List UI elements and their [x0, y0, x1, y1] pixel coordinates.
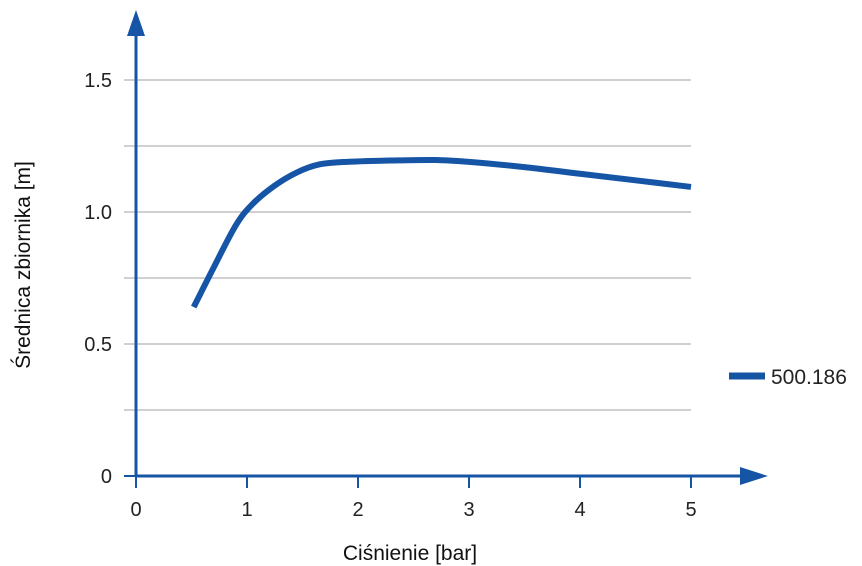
legend: 500.186	[729, 366, 847, 389]
x-tick-label: 4	[574, 499, 585, 521]
series-line	[191, 156, 692, 309]
x-axis-arrow	[740, 467, 768, 485]
y-ticks: 0 0.5 1.0 1.5	[84, 70, 136, 488]
x-ticks: 0 1 2 3 4 5	[130, 476, 697, 521]
y-tick-label: 1.0	[84, 202, 112, 224]
x-tick-label: 2	[352, 499, 363, 521]
y-tick-label: 0	[101, 466, 112, 488]
series-group	[191, 156, 692, 309]
y-tick-label: 0.5	[84, 334, 112, 356]
axes	[127, 10, 768, 485]
x-tick-label: 0	[130, 499, 141, 521]
x-axis-title: Ciśnienie [bar]	[343, 542, 477, 565]
y-tick-label: 1.5	[84, 70, 112, 92]
x-tick-label: 3	[463, 499, 474, 521]
legend-label: 500.186	[771, 366, 847, 389]
y-axis-title: Średnica zbiornika [m]	[11, 161, 35, 369]
grid-lines	[124, 79, 691, 411]
x-tick-label: 5	[685, 499, 696, 521]
x-tick-label: 1	[241, 499, 252, 521]
y-axis-arrow	[127, 10, 145, 36]
